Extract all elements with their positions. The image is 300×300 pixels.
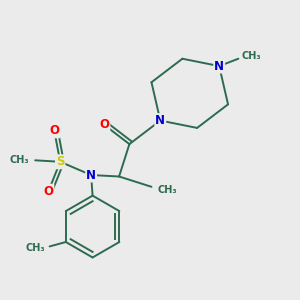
Text: O: O xyxy=(49,124,59,137)
Text: O: O xyxy=(44,185,53,198)
Text: CH₃: CH₃ xyxy=(158,185,178,195)
Text: CH₃: CH₃ xyxy=(25,244,45,254)
Text: CH₃: CH₃ xyxy=(242,51,261,61)
Text: N: N xyxy=(214,60,224,73)
Text: CH₃: CH₃ xyxy=(9,155,29,165)
Text: N: N xyxy=(86,169,96,182)
Text: O: O xyxy=(99,118,110,131)
Text: N: N xyxy=(155,114,165,127)
Text: S: S xyxy=(56,155,64,168)
